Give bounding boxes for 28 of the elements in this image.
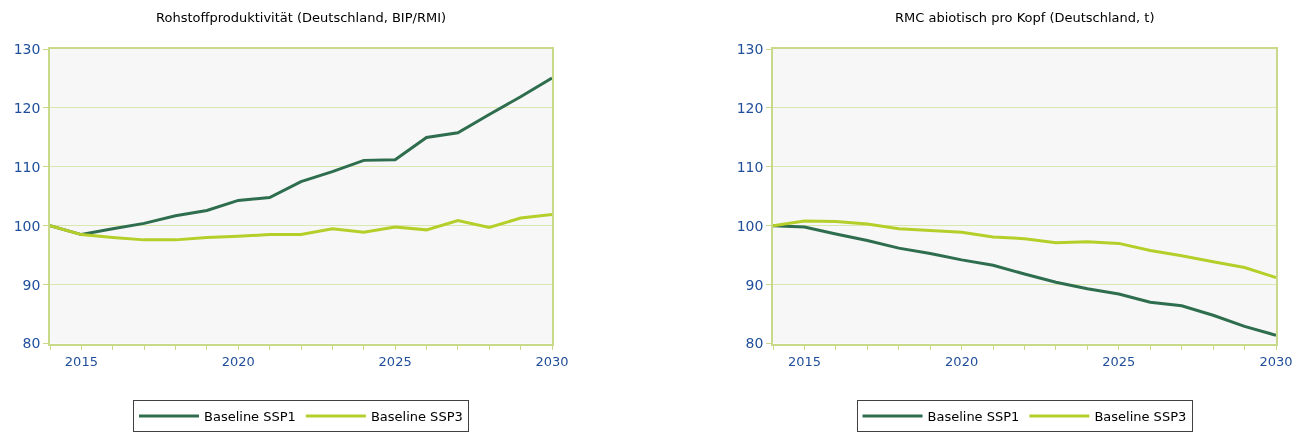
line-series xyxy=(50,213,552,242)
x-tick-label: 2015 xyxy=(787,353,821,369)
y-tick-label: 90 xyxy=(22,276,41,293)
legend-label: Baseline SSP1 xyxy=(204,409,296,425)
y-tick-label: 90 xyxy=(745,276,764,293)
legend-label: Baseline SSP1 xyxy=(927,409,1020,425)
y-tick-label: 120 xyxy=(13,99,41,116)
x-tick-label: 2025 xyxy=(1102,353,1136,369)
y-tick-label: 100 xyxy=(736,217,764,234)
y-tick-label: 120 xyxy=(736,99,764,116)
line-series xyxy=(773,219,1276,280)
x-tick-label: 2020 xyxy=(945,353,979,369)
y-tick-label: 100 xyxy=(13,217,41,234)
y-tick-label: 110 xyxy=(736,158,764,175)
x-tick-label: 2015 xyxy=(64,353,98,369)
y-tick-label: 130 xyxy=(13,40,41,57)
x-tick-label: 2030 xyxy=(535,353,569,369)
x-tick-label: 2030 xyxy=(1259,353,1293,369)
y-tick-label: 80 xyxy=(745,335,764,352)
x-tick-label: 2020 xyxy=(221,353,255,369)
y-tick-label: 130 xyxy=(736,40,764,57)
legend-label: Baseline SSP3 xyxy=(370,409,463,425)
chart-title: RMC abiotisch pro Kopf (Deutschland, t) xyxy=(895,10,1155,25)
chart-title: Rohstoffproduktivität (Deutschland, BIP/RMI) xyxy=(156,10,447,25)
y-tick-label: 80 xyxy=(22,335,41,352)
legend-label: Baseline SSP3 xyxy=(1094,409,1187,425)
x-tick-label: 2025 xyxy=(378,353,412,369)
y-tick-label: 110 xyxy=(13,158,41,175)
